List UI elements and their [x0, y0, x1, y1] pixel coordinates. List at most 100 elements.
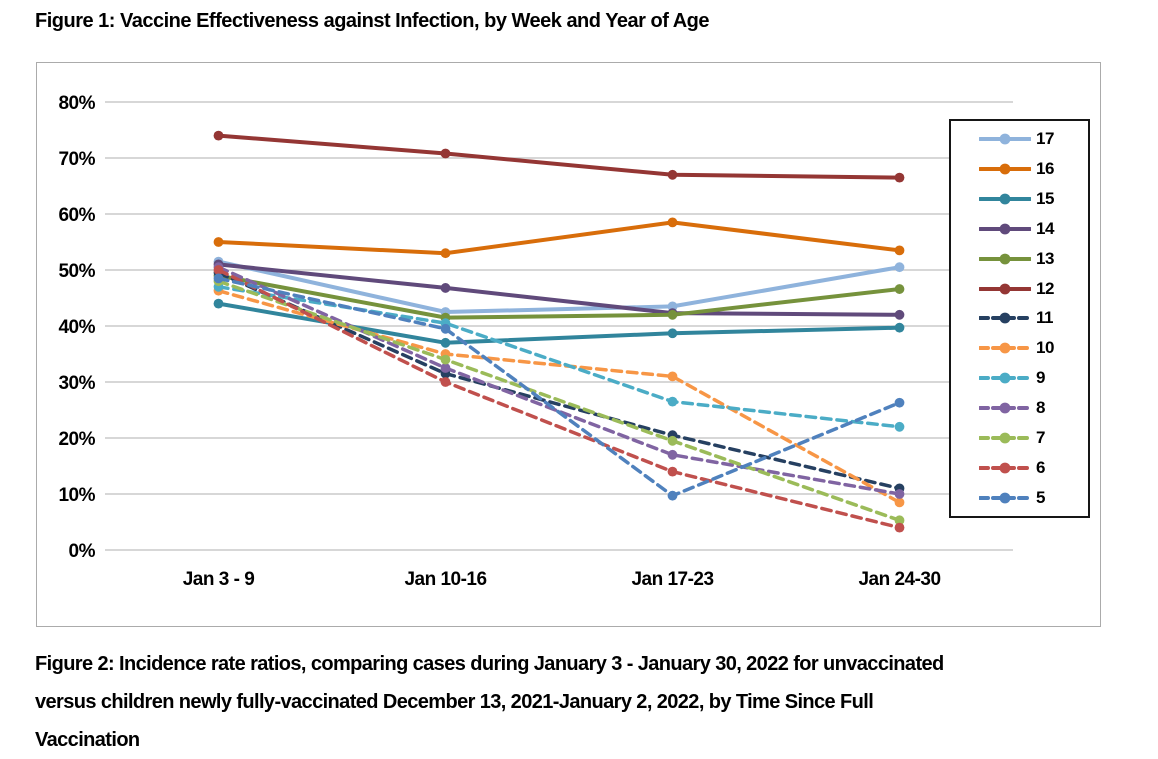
- chart-legend: 17 16 15 14 13 12 11 10 9 8 7 6 5: [949, 119, 1090, 518]
- legend-marker-6: [979, 462, 1031, 474]
- data-point-6-1: [440, 377, 451, 387]
- x-tick-label-0: Jan 3 - 9: [183, 569, 255, 590]
- data-point-7-3: [894, 515, 905, 526]
- legend-item-15: 15: [979, 188, 1088, 210]
- legend-item-17: 17: [979, 128, 1088, 150]
- legend-label-7: 7: [1036, 428, 1045, 448]
- legend-dot-12: [999, 283, 1011, 294]
- legend-label-17: 17: [1036, 128, 1054, 148]
- data-point-13-3: [894, 284, 905, 294]
- figure2-caption-line-2: versus children newly fully-vaccinated D…: [35, 691, 874, 713]
- series-line-5: [216, 276, 902, 498]
- legend-item-11: 11: [979, 307, 1088, 329]
- data-point-5-0: [213, 273, 224, 284]
- data-point-13-2: [667, 309, 678, 320]
- legend-label-12: 12: [1036, 278, 1054, 298]
- legend-label-5: 5: [1036, 488, 1045, 508]
- series-line-12: [216, 133, 902, 180]
- data-point-10-3: [894, 497, 905, 508]
- figure1-title: Figure 1: Vaccine Effectiveness against …: [35, 10, 710, 32]
- data-point-15-3: [894, 322, 905, 333]
- legend-dot-15: [999, 193, 1011, 205]
- data-point-6-2: [667, 466, 678, 477]
- legend-marker-16: [979, 163, 1031, 175]
- y-tick-label-20%: 20%: [58, 429, 95, 450]
- legend-item-13: 13: [979, 248, 1088, 270]
- y-tick-label-80%: 80%: [58, 93, 95, 114]
- legend-item-5: 5: [979, 487, 1088, 509]
- figure2-caption-line-1: Figure 2: Incidence rate ratios, compari…: [35, 653, 944, 675]
- figure2-caption-line-3: Vaccination: [35, 729, 140, 751]
- legend-dot-7: [999, 432, 1011, 444]
- data-point-8-3: [894, 489, 905, 499]
- data-point-17-2: [667, 301, 678, 312]
- legend-label-11: 11: [1036, 308, 1053, 328]
- legend-marker-11: [979, 313, 1031, 324]
- legend-dot-14: [999, 223, 1011, 235]
- data-point-16-0: [213, 237, 224, 247]
- series-line-16: [216, 220, 902, 256]
- series-line-6: [216, 268, 902, 530]
- legend-item-14: 14: [979, 218, 1088, 240]
- data-point-8-1: [440, 363, 451, 373]
- legend-marker-10: [979, 343, 1031, 354]
- data-point-15-0: [213, 298, 224, 309]
- series-line-17: [216, 259, 902, 315]
- y-tick-label-10%: 10%: [58, 485, 95, 506]
- legend-marker-17: [979, 133, 1031, 145]
- legend-dot-6: [999, 462, 1011, 474]
- figure2-caption: Figure 2: Incidence rate ratios, compari…: [35, 645, 944, 759]
- data-point-16-2: [667, 217, 678, 228]
- legend-label-13: 13: [1036, 248, 1054, 268]
- series-line-11: [216, 271, 902, 491]
- legend-marker-14: [979, 223, 1031, 235]
- y-tick-label-70%: 70%: [58, 149, 95, 170]
- legend-item-8: 8: [979, 397, 1088, 419]
- legend-marker-7: [979, 432, 1031, 444]
- data-point-12-1: [440, 148, 451, 159]
- legend-label-9: 9: [1036, 368, 1045, 388]
- x-tick-label-3: Jan 24-30: [858, 569, 940, 590]
- x-tick-label-2: Jan 17-23: [631, 569, 713, 590]
- y-tick-label-0%: 0%: [69, 541, 96, 562]
- y-tick-label-40%: 40%: [58, 317, 95, 338]
- legend-marker-5: [979, 492, 1031, 504]
- legend-dot-5: [999, 492, 1011, 504]
- data-point-6-0: [213, 265, 224, 275]
- legend-dot-8: [999, 402, 1011, 414]
- y-tick-label-30%: 30%: [58, 373, 95, 394]
- series-line-14: [216, 262, 902, 317]
- data-point-15-1: [440, 337, 451, 348]
- legend-marker-12: [979, 283, 1031, 294]
- figure1-chart: 0% 10% 20% 30% 40% 50% 60% 70% 80% Jan 3 - 9 Jan 1…: [36, 62, 1101, 627]
- y-tick-label-60%: 60%: [58, 205, 95, 226]
- data-point-7-1: [440, 354, 451, 365]
- legend-label-10: 10: [1036, 338, 1054, 358]
- x-tick-label-1: Jan 10-16: [404, 569, 486, 590]
- data-point-16-1: [440, 248, 451, 259]
- series-line-8: [216, 265, 902, 496]
- data-point-14-3: [894, 309, 905, 320]
- legend-marker-13: [979, 253, 1031, 265]
- series-line-10: [216, 288, 902, 505]
- legend-dot-13: [999, 253, 1011, 265]
- data-point-17-3: [894, 262, 905, 273]
- data-point-7-2: [667, 435, 678, 446]
- legend-item-7: 7: [979, 427, 1088, 449]
- series-line-7: [216, 279, 902, 523]
- data-point-8-2: [667, 449, 678, 460]
- data-point-10-2: [667, 371, 678, 382]
- legend-item-9: 9: [979, 367, 1088, 389]
- data-point-12-2: [667, 169, 678, 180]
- legend-label-14: 14: [1036, 218, 1054, 238]
- legend-dot-16: [999, 163, 1011, 175]
- legend-item-12: 12: [979, 278, 1088, 300]
- data-point-5-3: [894, 397, 905, 408]
- legend-label-16: 16: [1036, 158, 1054, 178]
- legend-item-16: 16: [979, 158, 1088, 180]
- legend-label-15: 15: [1036, 188, 1054, 208]
- legend-label-8: 8: [1036, 398, 1045, 418]
- legend-dot-11: [999, 313, 1011, 324]
- legend-marker-15: [979, 193, 1031, 205]
